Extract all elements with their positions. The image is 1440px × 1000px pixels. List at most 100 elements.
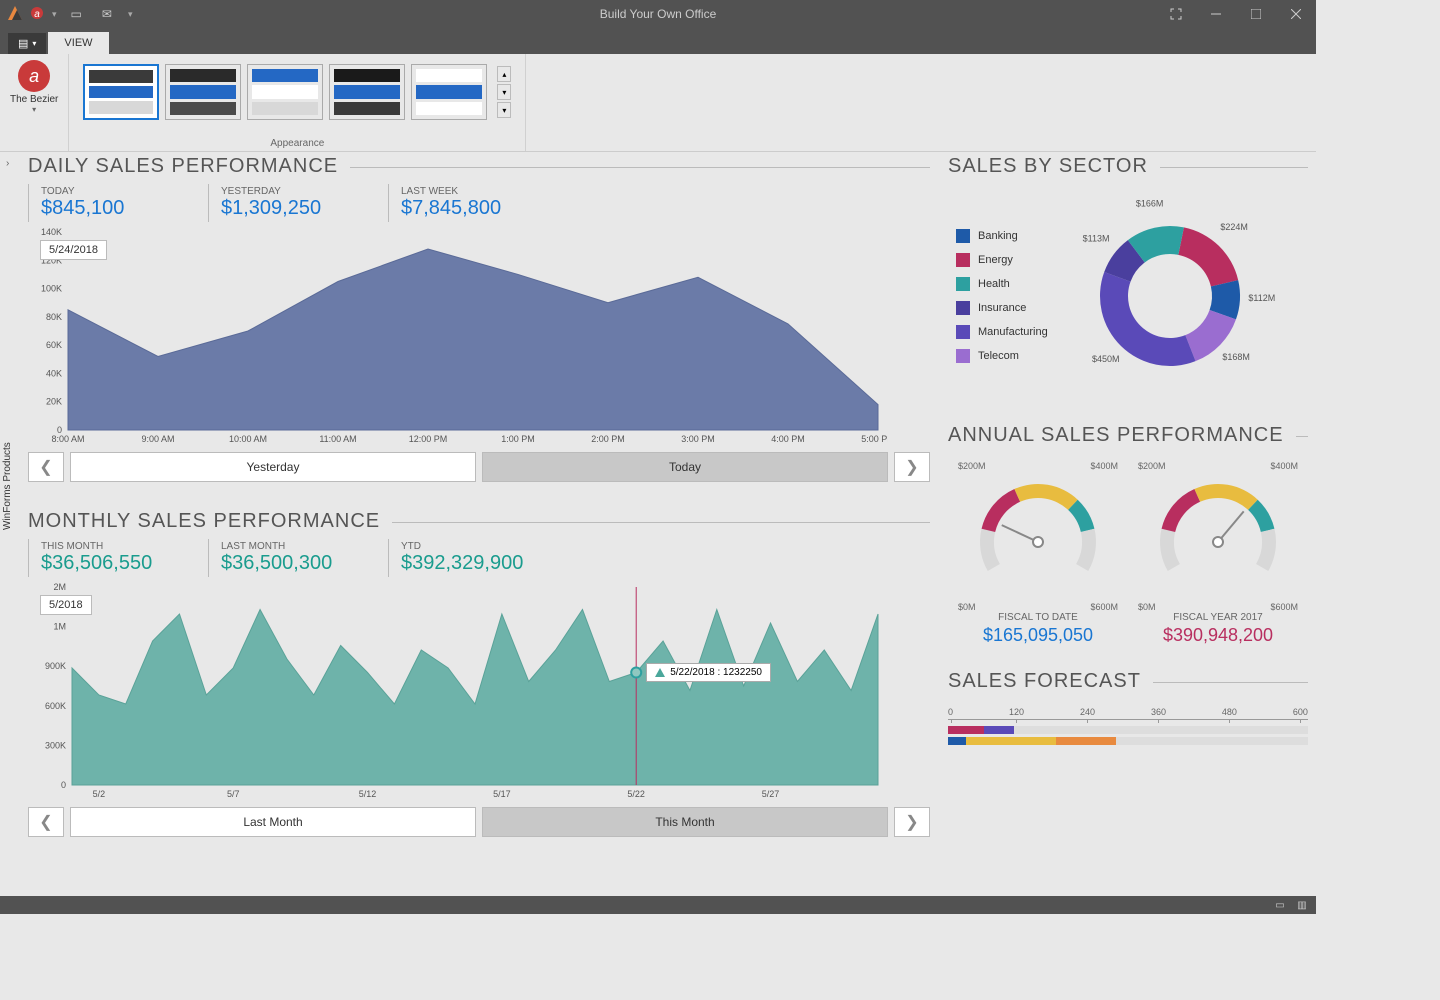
collapse-toggle[interactable]: › — [6, 158, 9, 169]
forecast-bar-row — [948, 737, 1308, 745]
close-button[interactable] — [1276, 0, 1316, 28]
gallery-scroll-button[interactable]: ▾ — [497, 84, 511, 100]
daily-kpis: TODAY$845,100YESTERDAY$1,309,250LAST WEE… — [28, 184, 930, 222]
kpi-value: $36,506,550 — [41, 552, 196, 575]
theme-icon[interactable]: a — [18, 60, 50, 92]
svg-text:5/7: 5/7 — [227, 789, 240, 799]
forecast-ruler: 0120240360480600 — [948, 707, 1308, 745]
sidebar-products-label[interactable]: WinForms Products — [2, 442, 13, 530]
legend-item[interactable]: Banking — [956, 229, 1048, 243]
app-icon-2: a — [30, 6, 44, 23]
kpi-value: $1,309,250 — [221, 197, 376, 220]
svg-text:5/2: 5/2 — [93, 789, 106, 799]
monthly-nav: ❮ Last Month This Month ❯ — [28, 807, 930, 837]
status-icon-2[interactable]: ▥ — [1294, 898, 1310, 912]
legend-item[interactable]: Telecom — [956, 349, 1048, 363]
svg-text:1:00 PM: 1:00 PM — [501, 434, 535, 444]
annual-title: ANNUAL SALES PERFORMANCE — [948, 424, 1308, 447]
kpi-value: $7,845,800 — [401, 197, 556, 220]
svg-text:0: 0 — [61, 780, 66, 790]
theme-thumbnail[interactable] — [83, 64, 159, 120]
kpi-label: LAST WEEK — [401, 186, 556, 197]
svg-text:40K: 40K — [46, 368, 62, 378]
legend-swatch — [956, 277, 970, 291]
forecast-segment — [966, 737, 1056, 745]
daily-range-yesterday[interactable]: Yesterday — [70, 452, 476, 482]
ribbon-tabs: ▤ ▾ VIEW — [0, 28, 1316, 54]
app-icon — [8, 6, 22, 23]
status-icon-1[interactable]: ▭ — [1272, 898, 1288, 912]
window-title: Build Your Own Office — [600, 7, 717, 21]
daily-chart[interactable]: 020K40K60K80K100K120K140K8:00 AM9:00 AM1… — [28, 226, 930, 446]
tooltip-marker-icon — [655, 668, 665, 677]
svg-text:$224M: $224M — [1220, 222, 1248, 232]
legend-item[interactable]: Health — [956, 277, 1048, 291]
svg-text:20K: 20K — [46, 397, 62, 407]
svg-text:100K: 100K — [41, 284, 62, 294]
svg-text:60K: 60K — [46, 340, 62, 350]
theme-thumbnail[interactable] — [411, 64, 487, 120]
svg-text:80K: 80K — [46, 312, 62, 322]
gauge: $200M$400M$0M$600MFISCAL YEAR 2017$390,9… — [1138, 461, 1298, 646]
daily-date-tag: 5/24/2018 — [40, 240, 107, 260]
legend-label: Energy — [978, 254, 1013, 266]
theme-dropdown-icon[interactable]: ▾ — [32, 105, 36, 114]
statusbar: ▭ ▥ — [0, 896, 1316, 914]
svg-text:5/17: 5/17 — [493, 789, 511, 799]
titlebar: a ▾ ▭ ✉ ▾ Build Your Own Office — [0, 0, 1316, 28]
svg-text:10:00 AM: 10:00 AM — [229, 434, 267, 444]
annual-gauges: $200M$400M$0M$600MFISCAL TO DATE$165,095… — [948, 461, 1308, 646]
legend-label: Manufacturing — [978, 326, 1048, 338]
daily-prev-button[interactable]: ❮ — [28, 452, 64, 482]
daily-next-button[interactable]: ❯ — [894, 452, 930, 482]
svg-text:8:00 AM: 8:00 AM — [51, 434, 84, 444]
kpi-value: $36,500,300 — [221, 552, 376, 575]
kpi-label: TODAY — [41, 186, 196, 197]
minimize-button[interactable] — [1196, 0, 1236, 28]
legend-swatch — [956, 253, 970, 267]
forecast-segment — [984, 726, 1014, 734]
monthly-kpis: THIS MONTH$36,506,550LAST MONTH$36,500,3… — [28, 539, 930, 577]
svg-text:9:00 AM: 9:00 AM — [141, 434, 174, 444]
forecast-segment — [948, 737, 966, 745]
maximize-button[interactable] — [1236, 0, 1276, 28]
theme-thumbnail[interactable] — [165, 64, 241, 120]
ribbon-theme-group: a The Bezier ▾ — [0, 54, 69, 151]
legend-swatch — [956, 349, 970, 363]
kpi-block: LAST MONTH$36,500,300 — [208, 539, 388, 577]
kpi-block: THIS MONTH$36,506,550 — [28, 539, 208, 577]
forecast-title: SALES FORECAST — [948, 670, 1308, 693]
sector-legend: Banking Energy Health Insurance Manufacturin… — [948, 229, 1048, 363]
legend-label: Insurance — [978, 302, 1026, 314]
monthly-next-button[interactable]: ❯ — [894, 807, 930, 837]
legend-item[interactable]: Manufacturing — [956, 325, 1048, 339]
monthly-prev-button[interactable]: ❮ — [28, 807, 64, 837]
daily-nav: ❮ Yesterday Today ❯ — [28, 452, 930, 482]
theme-name: The Bezier — [10, 94, 58, 105]
legend-label: Telecom — [978, 350, 1019, 362]
daily-range-today[interactable]: Today — [482, 452, 888, 482]
forecast-segment — [1056, 737, 1116, 745]
gallery-scroll-button[interactable]: ▾ — [497, 102, 511, 118]
svg-text:12:00 PM: 12:00 PM — [409, 434, 448, 444]
theme-thumbnail[interactable] — [247, 64, 323, 120]
svg-text:2:00 PM: 2:00 PM — [591, 434, 625, 444]
fullscreen-button[interactable] — [1156, 0, 1196, 28]
sector-donut[interactable]: $224M$112M$168M$450M$113M$166M — [1060, 196, 1280, 396]
kpi-label: THIS MONTH — [41, 541, 196, 552]
monthly-chart[interactable]: 0300K600K900K1M2M5/25/75/125/175/225/27 … — [28, 581, 930, 801]
monthly-range-this[interactable]: This Month — [482, 807, 888, 837]
ribbon-file-menu[interactable]: ▤ ▾ — [8, 33, 46, 54]
legend-item[interactable]: Insurance — [956, 301, 1048, 315]
tab-view[interactable]: VIEW — [48, 32, 108, 54]
legend-item[interactable]: Energy — [956, 253, 1048, 267]
svg-text:4:00 PM: 4:00 PM — [771, 434, 805, 444]
gallery-scroll-button[interactable]: ▴ — [497, 66, 511, 82]
gauge: $200M$400M$0M$600MFISCAL TO DATE$165,095… — [958, 461, 1118, 646]
svg-text:5:00 PM: 5:00 PM — [861, 434, 888, 444]
theme-thumbnail[interactable] — [329, 64, 405, 120]
qat-icon[interactable]: ▭ — [71, 7, 82, 21]
qat-mail-icon[interactable]: ✉ — [102, 7, 112, 21]
monthly-range-last[interactable]: Last Month — [70, 807, 476, 837]
svg-text:a: a — [34, 9, 40, 20]
